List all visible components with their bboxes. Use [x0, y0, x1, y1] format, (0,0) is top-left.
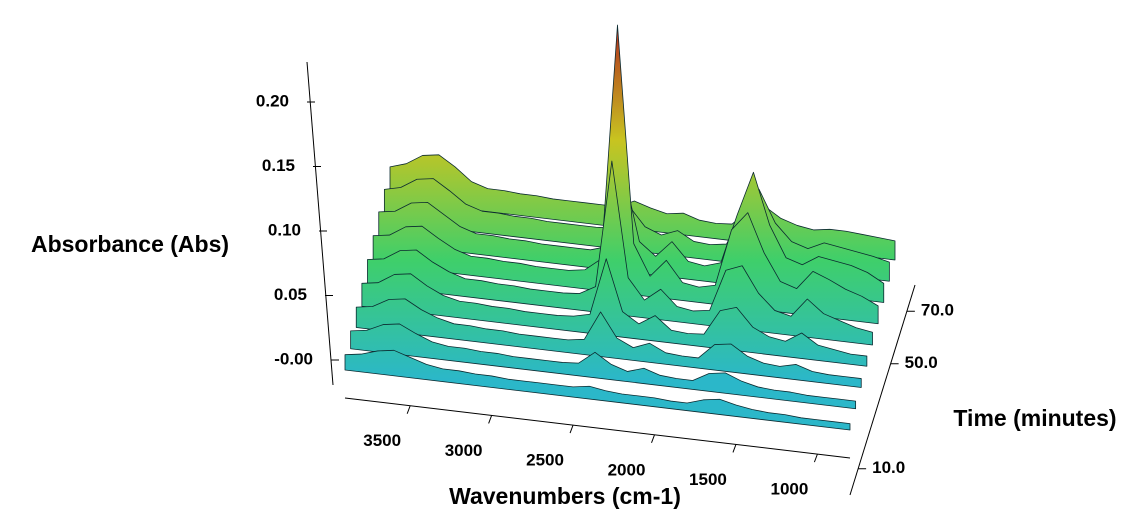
y-axis-line — [849, 284, 916, 496]
spectrum-ribbon — [367, 160, 873, 346]
x-axis-line — [344, 397, 851, 459]
y-tick-label: 70.0 — [921, 301, 954, 320]
x-tick-label: 3000 — [445, 441, 483, 460]
y-tick-label: 50.0 — [905, 353, 938, 372]
x-tick — [732, 444, 737, 453]
x-tick — [813, 453, 818, 463]
spectrum-ribbon — [350, 323, 857, 410]
z-axis-line — [306, 61, 334, 386]
x-tick-label: 2500 — [526, 451, 564, 470]
x-tick-label: 1500 — [689, 470, 727, 489]
x-tick — [488, 415, 493, 424]
y-tick-label: 10.0 — [872, 458, 905, 477]
spectrum-ribbon — [355, 298, 862, 388]
spectrum-ribbon — [361, 258, 868, 367]
x-tick — [651, 434, 655, 443]
z-tick-label: 0.10 — [268, 220, 301, 239]
z-axis-title: Absorbance (Abs) — [31, 231, 229, 257]
spectrum-ribbon — [344, 349, 851, 431]
z-tick-label: 0.15 — [262, 156, 295, 175]
x-tick — [569, 424, 574, 434]
x-tick-label: 3500 — [363, 431, 401, 450]
x-tick — [406, 405, 411, 414]
x-tick-label: 2000 — [608, 460, 646, 479]
z-tick-label: 0.05 — [274, 285, 307, 304]
spectrum-ribbon — [372, 24, 879, 325]
x-tick-label: 1000 — [771, 480, 809, 499]
z-tick-label: -0.00 — [274, 349, 313, 368]
z-tick-label: 0.20 — [256, 91, 289, 110]
x-axis-title: Wavenumbers (cm-1) — [449, 483, 681, 509]
y-axis-title: Time (minutes) — [953, 405, 1116, 431]
